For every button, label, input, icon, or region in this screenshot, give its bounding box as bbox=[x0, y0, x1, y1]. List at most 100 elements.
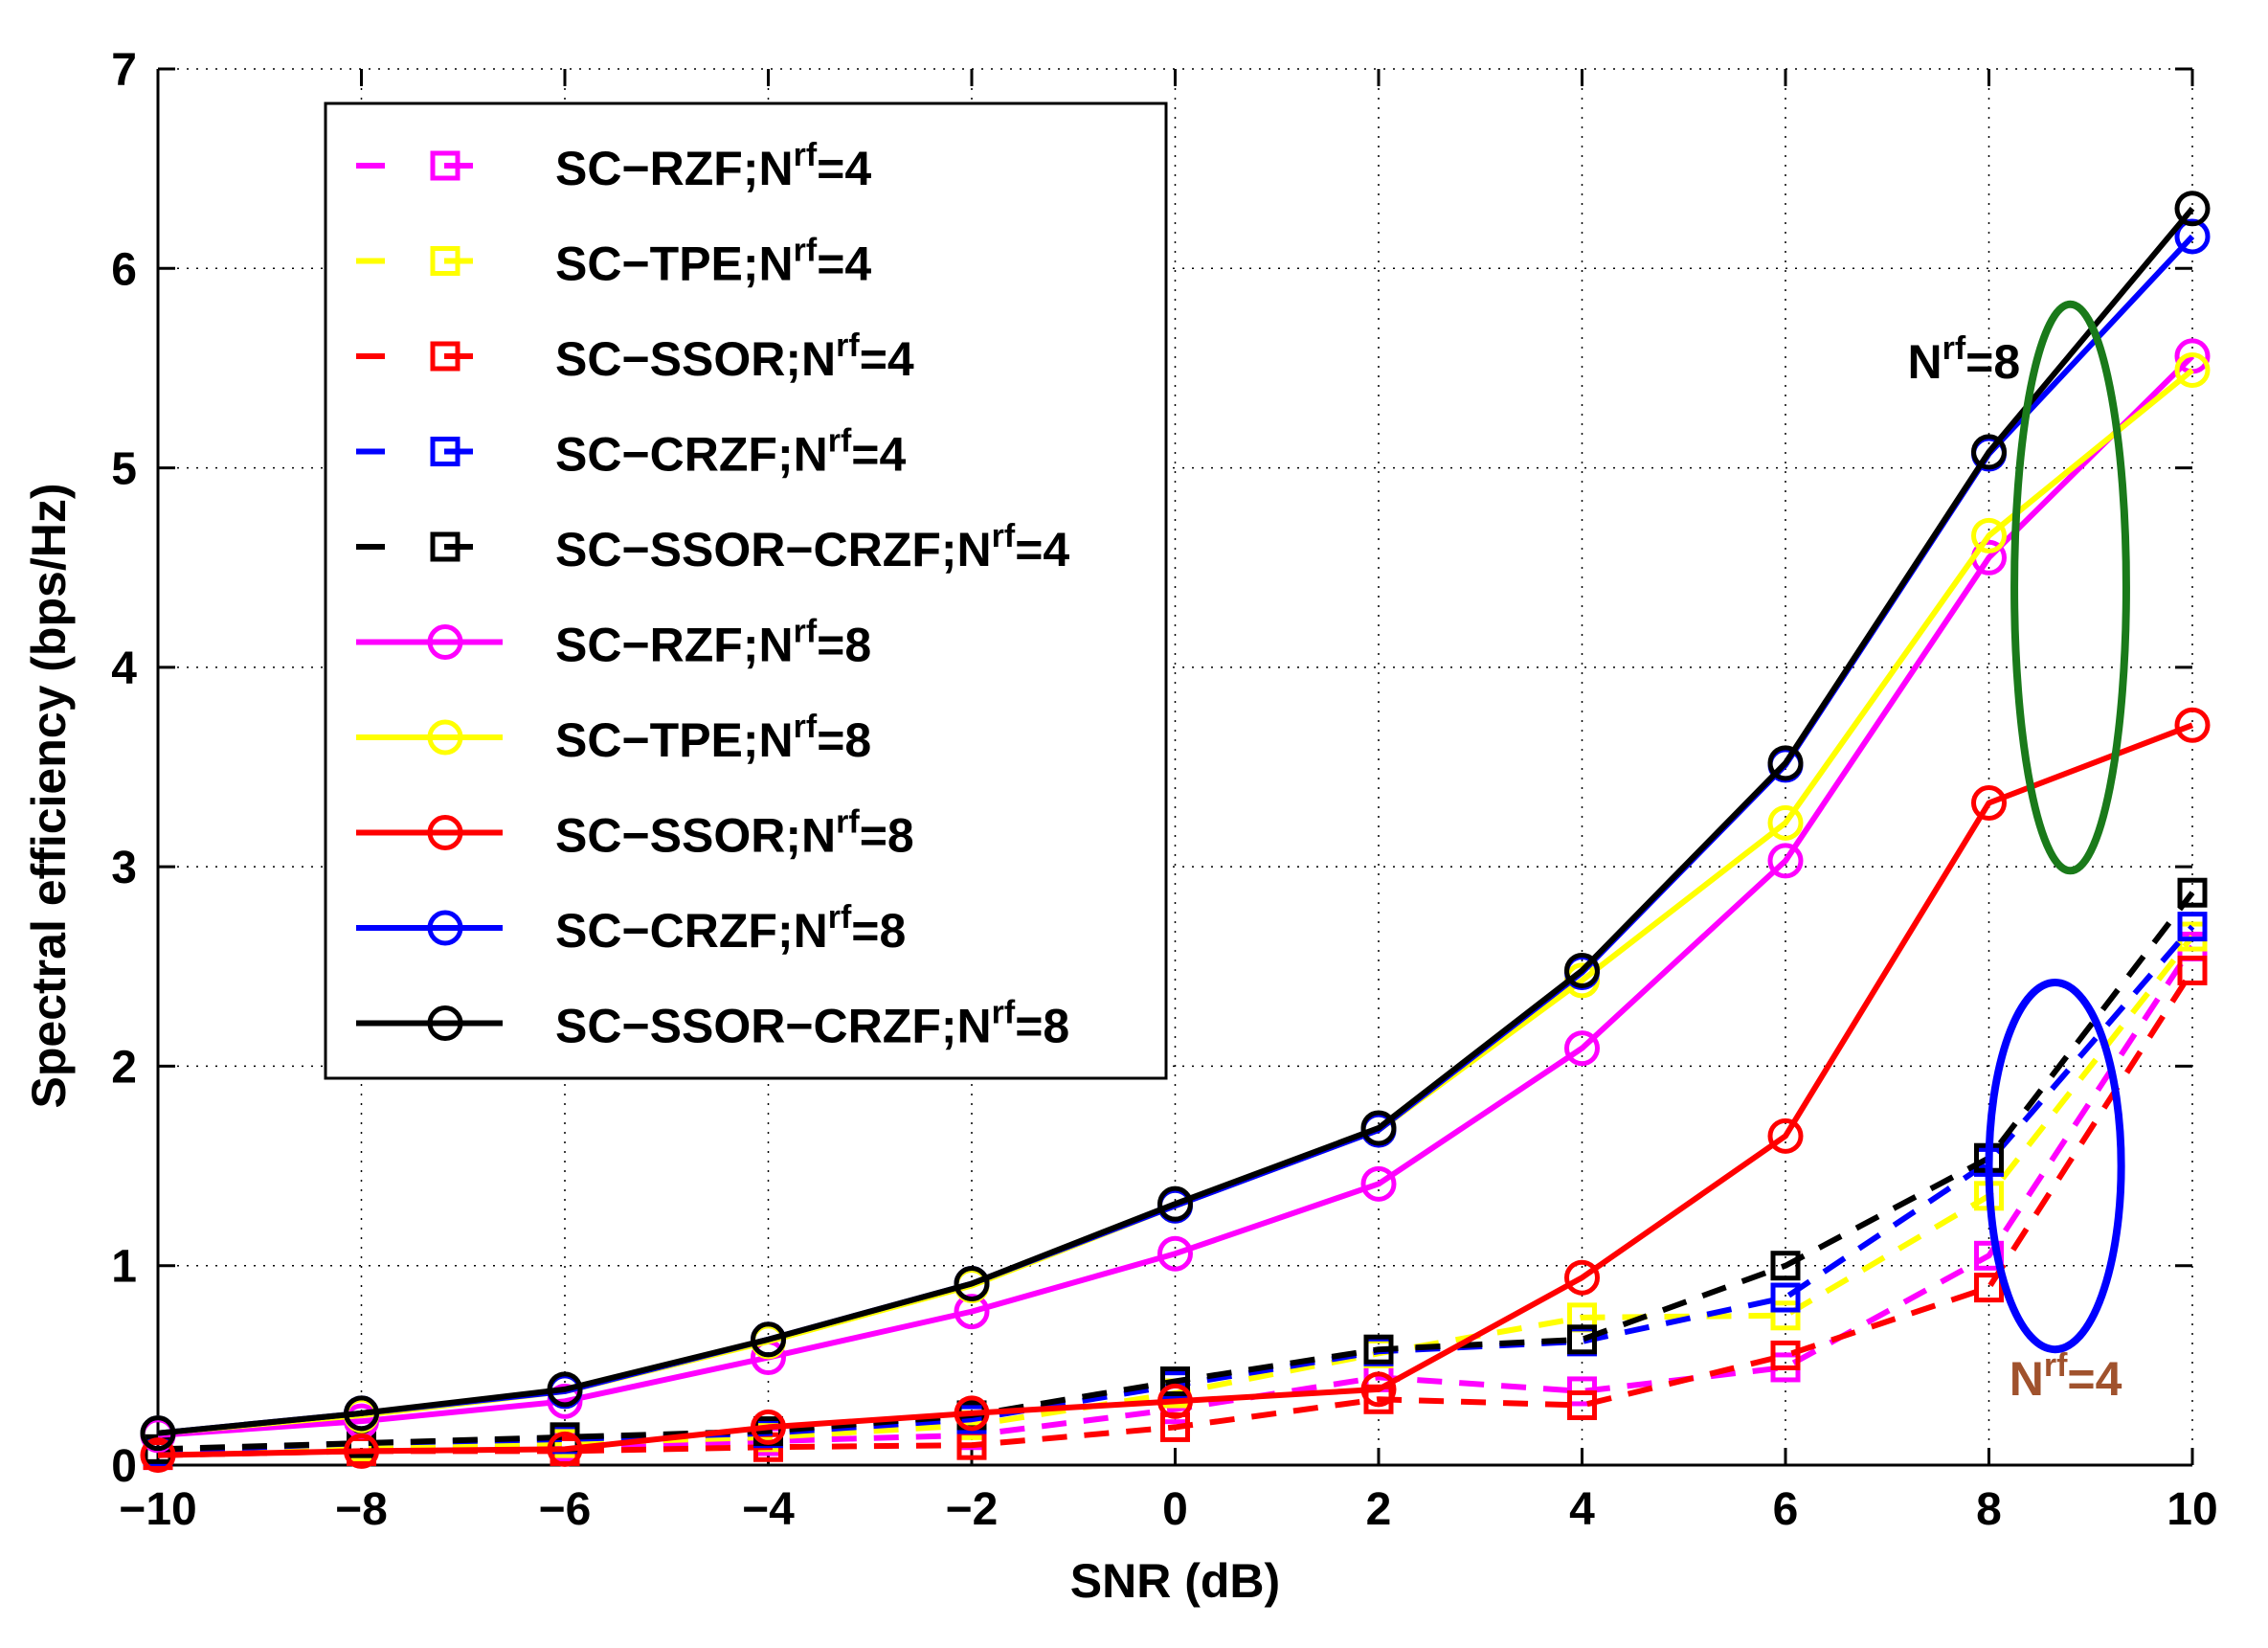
legend-entry-2: SC−SSOR;Nrf=4 bbox=[356, 327, 914, 386]
y-tick-label: 2 bbox=[111, 1042, 137, 1093]
x-tick-label: −10 bbox=[119, 1484, 196, 1535]
data-point bbox=[1770, 1340, 1801, 1370]
legend-swatch-marker bbox=[427, 1005, 463, 1041]
data-point bbox=[1564, 952, 1600, 988]
data-point bbox=[1767, 1117, 1804, 1154]
x-tick-label: −6 bbox=[539, 1484, 592, 1535]
legend-label: SC−RZF;Nrf=4 bbox=[555, 137, 871, 195]
legend-label: SC−CRZF;Nrf=8 bbox=[555, 899, 906, 958]
legend-swatch-marker bbox=[430, 437, 460, 466]
legend: SC−RZF;Nrf=4 SC−TPE;Nrf=4 SC−SSOR;Nrf=4 SC−… bbox=[324, 102, 1168, 1080]
data-point bbox=[1157, 1185, 1193, 1222]
y-tick-label: 5 bbox=[111, 444, 137, 495]
data-point bbox=[1157, 1383, 1193, 1419]
data-point bbox=[1971, 517, 2007, 553]
data-point bbox=[2174, 352, 2211, 389]
x-tick-label: −2 bbox=[946, 1484, 999, 1535]
legend-entry-8: SC−CRZF;Nrf=8 bbox=[356, 899, 906, 958]
x-tick-label: 8 bbox=[1976, 1484, 2002, 1535]
legend-entry-7: SC−SSOR;Nrf=8 bbox=[356, 804, 914, 863]
y-tick-label: 6 bbox=[111, 244, 137, 295]
data-point bbox=[954, 1395, 990, 1432]
data-point bbox=[751, 1321, 786, 1358]
x-tick-label: −4 bbox=[742, 1484, 795, 1535]
data-point bbox=[1360, 1165, 1397, 1202]
legend-swatch-marker bbox=[427, 624, 463, 660]
legend-entry-5: SC−RZF;Nrf=8 bbox=[356, 614, 871, 672]
data-point bbox=[1564, 1030, 1600, 1067]
legend-entry-3: SC−CRZF;Nrf=4 bbox=[356, 423, 906, 482]
data-point bbox=[1160, 1366, 1190, 1397]
legend-entry-9: SC−SSOR−CRZF;Nrf=8 bbox=[356, 995, 1069, 1053]
data-point bbox=[1974, 1240, 2004, 1271]
legend-box bbox=[324, 102, 1168, 1080]
data-point bbox=[344, 1395, 379, 1432]
data-point bbox=[547, 1431, 583, 1467]
x-tick-label: 2 bbox=[1366, 1484, 1392, 1535]
y-axis-label: Spectral efficiency (bps/Hz) bbox=[22, 484, 76, 1109]
data-point bbox=[344, 1433, 379, 1469]
series-9 bbox=[140, 191, 2211, 1452]
legend-label: SC−SSOR;Nrf=8 bbox=[555, 804, 914, 863]
legend-swatch-marker bbox=[430, 150, 460, 181]
annotation-nrf8: Nrf=8 bbox=[1908, 330, 2021, 389]
legend-swatch-marker bbox=[427, 719, 463, 756]
data-point bbox=[2177, 955, 2208, 985]
legend-label: SC−SSOR;Nrf=4 bbox=[555, 327, 914, 386]
y-tick-label: 4 bbox=[111, 643, 137, 694]
blue-ellipse-nrf4 bbox=[1985, 978, 2125, 1354]
series-7 bbox=[140, 707, 2211, 1474]
data-point bbox=[1567, 1324, 1597, 1355]
legend-entry-4: SC−SSOR−CRZF;Nrf=4 bbox=[356, 518, 1069, 576]
legend-label: SC−CRZF;Nrf=4 bbox=[555, 423, 906, 482]
legend-label: SC−RZF;Nrf=8 bbox=[555, 614, 871, 672]
legend-swatch-marker bbox=[427, 910, 463, 946]
data-point bbox=[1767, 804, 1804, 841]
data-point bbox=[954, 1265, 990, 1301]
x-tick-label: 4 bbox=[1569, 1484, 1595, 1535]
x-tick-label: 10 bbox=[2167, 1484, 2217, 1535]
y-tick-label: 7 bbox=[111, 45, 137, 96]
data-point bbox=[1974, 1273, 2004, 1303]
series-line-5 bbox=[157, 353, 2195, 1438]
data-point bbox=[140, 1415, 176, 1452]
data-point bbox=[1157, 1235, 1193, 1272]
data-point bbox=[1360, 1110, 1397, 1146]
legend-label: SC−TPE;Nrf=8 bbox=[555, 709, 871, 767]
data-point bbox=[1770, 1251, 1801, 1281]
data-point bbox=[2174, 191, 2211, 227]
legend-swatch-marker bbox=[430, 531, 460, 562]
x-axis-label: SNR (dB) bbox=[1070, 1554, 1280, 1608]
legend-label: SC−TPE;Nrf=4 bbox=[555, 233, 871, 291]
data-point bbox=[1360, 1371, 1397, 1408]
x-tick-label: 0 bbox=[1162, 1484, 1188, 1535]
data-point bbox=[140, 1437, 176, 1474]
data-point bbox=[954, 1294, 990, 1330]
data-point bbox=[751, 1409, 786, 1445]
data-point bbox=[1767, 745, 1804, 781]
data-point bbox=[2177, 912, 2208, 942]
data-point bbox=[1564, 1259, 1600, 1296]
grid bbox=[158, 68, 2193, 1465]
data-point bbox=[2177, 877, 2208, 908]
x-tick-label: −8 bbox=[335, 1484, 388, 1535]
x-tick-label: 6 bbox=[1773, 1484, 1799, 1535]
annotation-nrf4: Nrf=4 bbox=[2010, 1347, 2122, 1406]
legend-swatch-marker bbox=[427, 815, 463, 850]
data-point bbox=[2174, 218, 2211, 255]
legend-label: SC−SSOR−CRZF;Nrf=4 bbox=[555, 518, 1069, 576]
axes: −10 −8 −6 −4 −2 0 2 4 6 8 10 0 1 2 3 4 5 6 7 bbox=[111, 45, 2217, 1535]
y-tick-label: 0 bbox=[111, 1441, 137, 1492]
data-point bbox=[1971, 434, 2007, 470]
legend-label: SC−SSOR−CRZF;Nrf=8 bbox=[555, 995, 1069, 1053]
data-point bbox=[1567, 1390, 1597, 1421]
legend-swatch-marker bbox=[430, 341, 460, 372]
legend-entry-6: SC−TPE;Nrf=8 bbox=[356, 709, 871, 767]
annotations: Nrf=8 Nrf=4 bbox=[1908, 300, 2130, 1406]
series-line-9 bbox=[157, 206, 2195, 1436]
legend-entry-1: SC−TPE;Nrf=4 bbox=[356, 233, 871, 291]
data-point bbox=[547, 1371, 583, 1408]
data-point bbox=[1363, 1334, 1394, 1365]
green-ellipse-nrf8 bbox=[2010, 300, 2130, 875]
